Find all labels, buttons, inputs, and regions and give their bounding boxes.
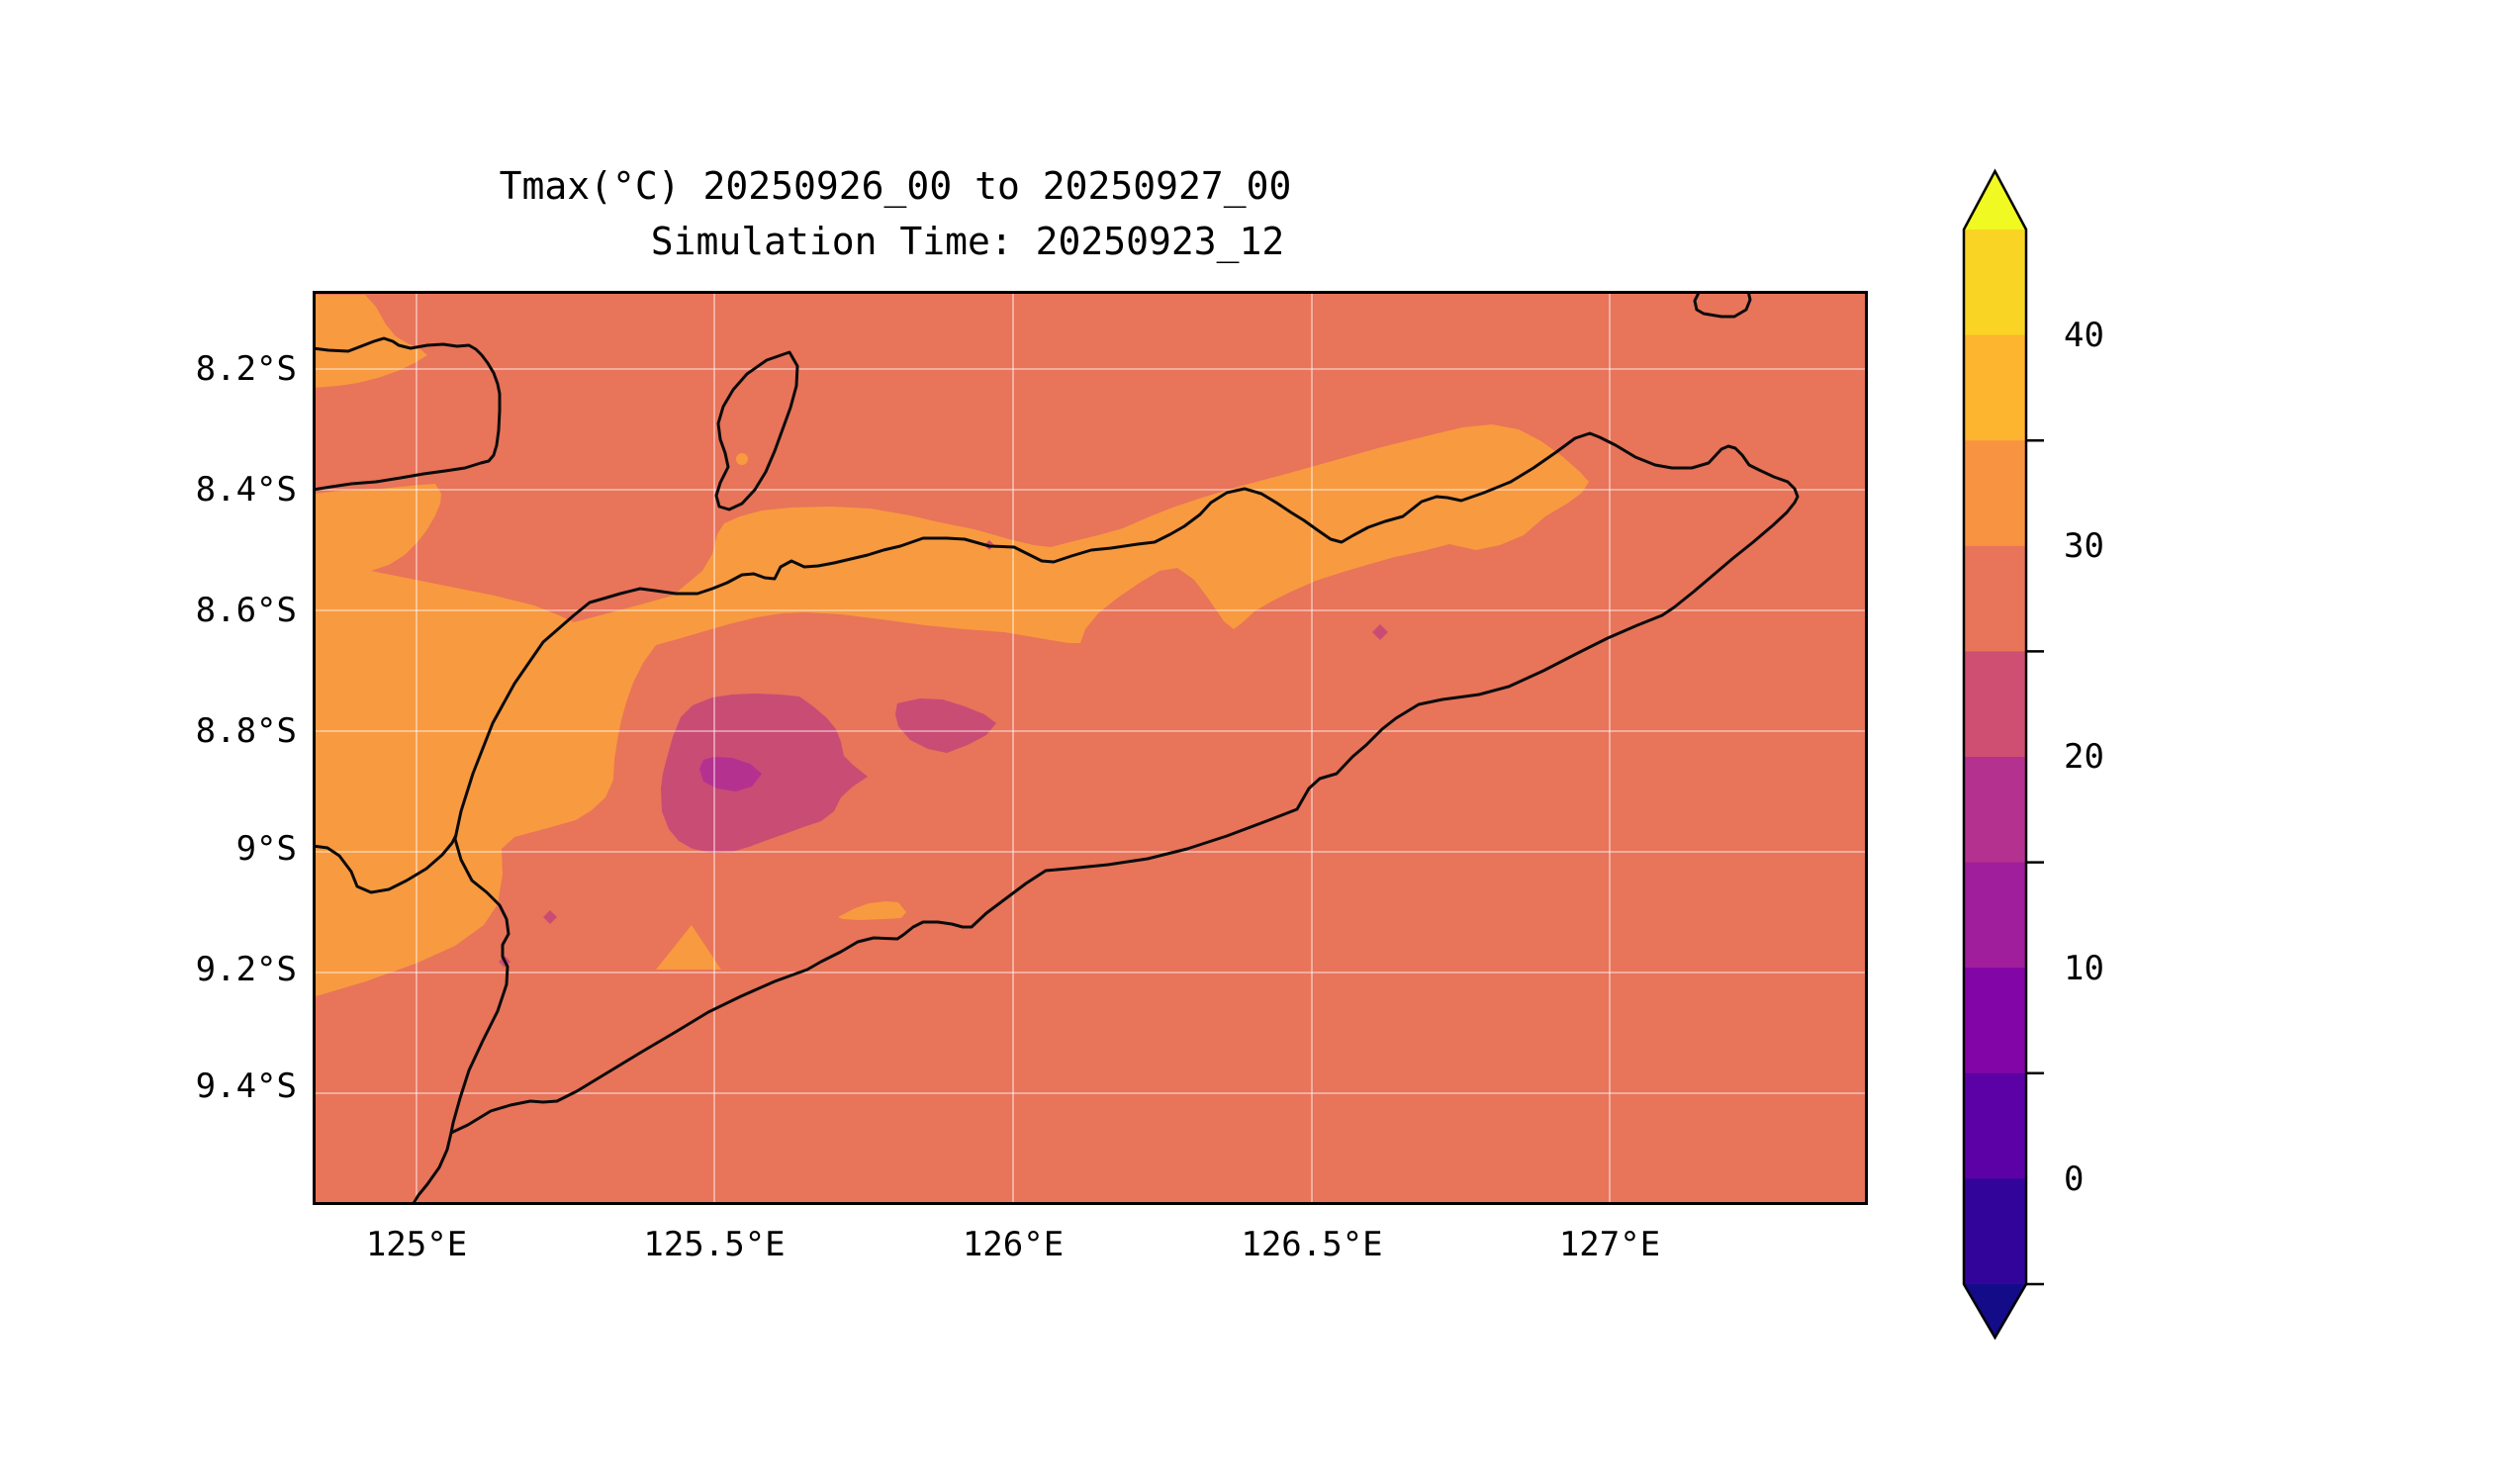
y-tick-label: 9.4°S <box>195 1067 297 1106</box>
secondary-blob <box>895 698 996 753</box>
orange-ridge-band <box>313 424 1589 997</box>
kisar-island-coast <box>1693 291 1752 319</box>
y-tick-label: 9°S <box>235 829 297 869</box>
coastlines <box>313 291 1800 1205</box>
x-tick-label: 126°E <box>962 1225 1065 1264</box>
colorbar-over-arrow <box>1964 171 2026 230</box>
colorbar-band <box>1964 230 2026 336</box>
orange-south-patch-a <box>656 925 721 970</box>
speck-1 <box>543 910 557 924</box>
colorbar-band <box>1964 651 2026 758</box>
x-tick-label: 126.5°E <box>1241 1225 1383 1264</box>
colorbar-under-arrow <box>1964 1284 2026 1338</box>
colorbar-band <box>1964 440 2026 547</box>
colorbar-band <box>1964 968 2026 1074</box>
map-plot-area <box>313 291 1868 1205</box>
y-tick-label: 9.2°S <box>195 950 297 989</box>
colorbar-band <box>1964 1072 2026 1179</box>
tmax-band-20-25-regions <box>499 540 1388 968</box>
y-tick-label: 8.6°S <box>195 591 297 630</box>
highland-blob <box>661 694 868 853</box>
y-tick-label: 8.2°S <box>195 349 297 389</box>
colorbar-tick-marks <box>2026 438 2044 1286</box>
timor-island-coast <box>411 431 1800 1205</box>
colorbar-band <box>1964 1178 2026 1285</box>
colorbar-outline <box>1962 168 2028 1341</box>
x-tick-label: 125°E <box>365 1225 468 1264</box>
colorbar-tick-label: 30 <box>2064 526 2104 566</box>
orange-south-patch-b <box>838 901 906 920</box>
y-tick-label: 8.4°S <box>195 470 297 510</box>
chart-title: Tmax(°C) 20250926_00 to 20250927_00 <box>499 164 1292 208</box>
colorbar-tick-label: 40 <box>2064 316 2104 355</box>
axes-frame <box>313 291 1868 1205</box>
colorbar-tick-label: 0 <box>2064 1159 2085 1199</box>
colorbar-tick-label: 10 <box>2064 949 2104 988</box>
colorbar-bands <box>1964 171 2026 1338</box>
colorbar-band <box>1964 334 2026 441</box>
atauro-island-coast <box>714 350 799 511</box>
gridlines <box>313 291 1868 1205</box>
colorbar <box>1962 168 2044 1341</box>
colorbar-band <box>1964 545 2026 652</box>
orange-west-edge-patch <box>314 484 441 575</box>
west-timor-coast <box>313 833 458 894</box>
x-tick-label: 127°E <box>1558 1225 1661 1264</box>
colorbar-band <box>1964 757 2026 864</box>
x-tick-label: 125.5°E <box>643 1225 786 1264</box>
colorbar-tick-label: 20 <box>2064 737 2104 777</box>
chart-subtitle: Simulation Time: 20250923_12 <box>650 220 1285 263</box>
y-tick-label: 8.8°S <box>195 711 297 751</box>
orange-atauro-spot <box>736 453 748 465</box>
speck-3 <box>1372 624 1388 640</box>
colorbar-band <box>1964 862 2026 969</box>
alor-island-coast <box>313 336 502 492</box>
